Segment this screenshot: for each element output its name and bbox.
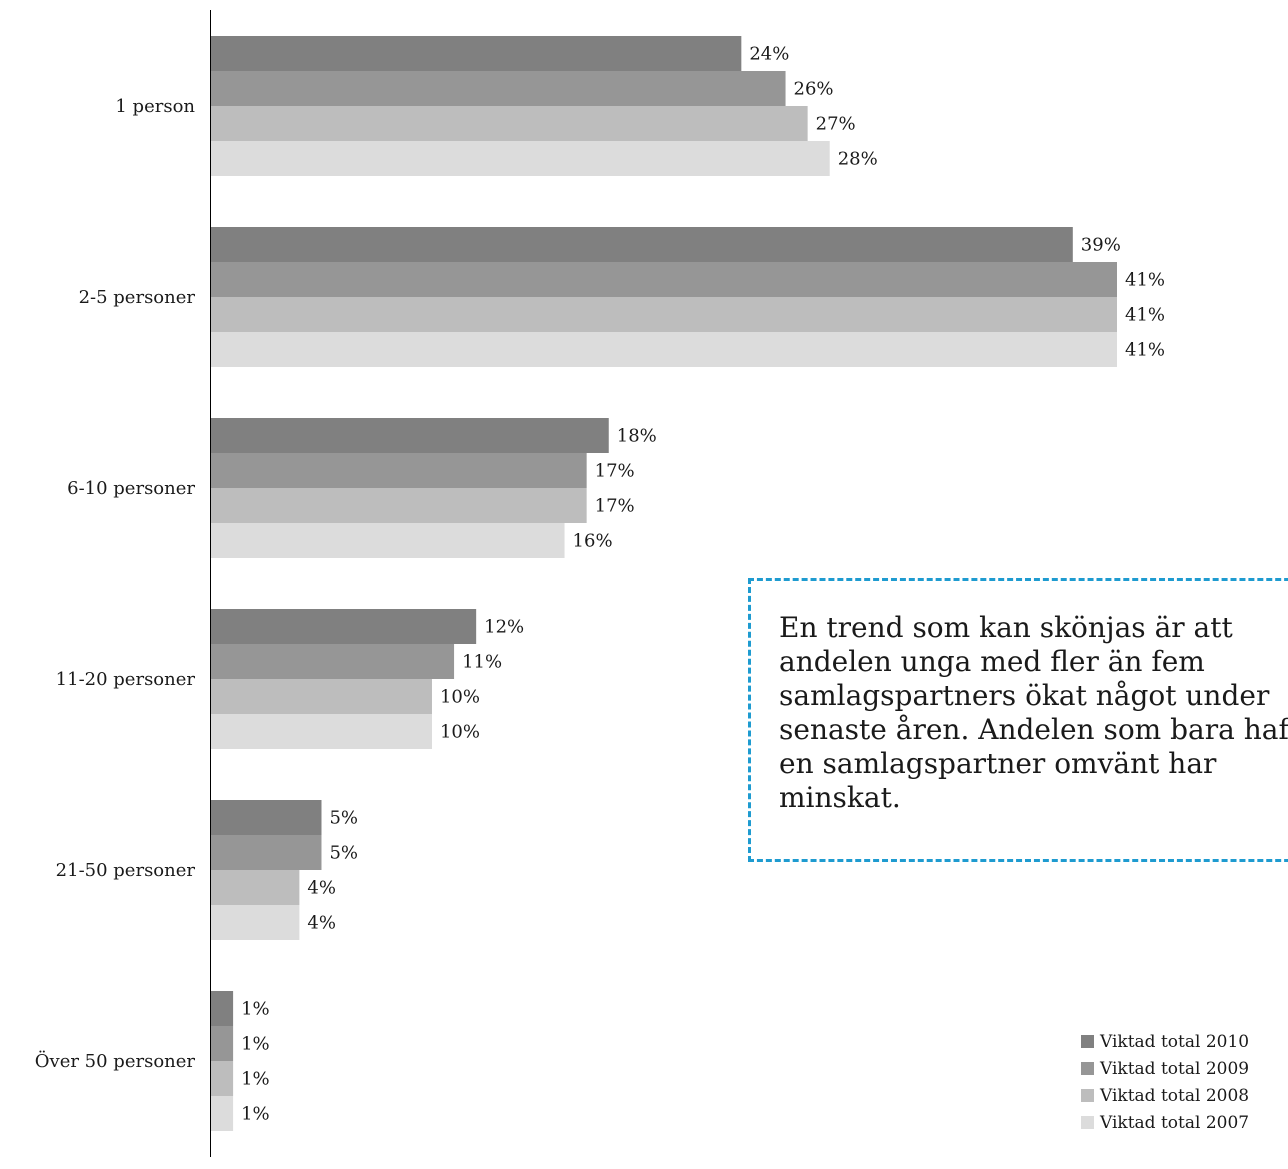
bar bbox=[211, 71, 786, 106]
data-label: 5% bbox=[329, 843, 358, 864]
bar bbox=[211, 227, 1073, 262]
bars bbox=[211, 36, 1117, 1131]
category-labels: 1 person 2-5 personer 6-10 personer 11-20 p… bbox=[35, 96, 196, 1072]
data-label: 17% bbox=[595, 461, 635, 482]
legend-swatch bbox=[1081, 1116, 1094, 1129]
data-label: 41% bbox=[1125, 340, 1165, 361]
category-label: 11-20 personer bbox=[56, 669, 196, 690]
data-label: 11% bbox=[462, 652, 502, 673]
data-label: 10% bbox=[440, 722, 480, 743]
bar bbox=[211, 679, 432, 714]
data-label: 24% bbox=[749, 44, 789, 65]
data-label: 17% bbox=[595, 496, 635, 517]
legend-swatch bbox=[1081, 1089, 1094, 1102]
data-label: 10% bbox=[440, 687, 480, 708]
bar bbox=[211, 141, 830, 176]
category-label: Över 50 personer bbox=[35, 1049, 196, 1072]
bar bbox=[211, 297, 1117, 332]
data-label: 41% bbox=[1125, 270, 1165, 291]
value-labels: 24%26%27%28%39%41%41%41%18%17%17%16%12%1… bbox=[241, 44, 1165, 1125]
legend-label: Viktad total 2010 bbox=[1100, 1031, 1250, 1052]
data-label: 1% bbox=[241, 1034, 270, 1055]
legend-swatch bbox=[1081, 1062, 1094, 1075]
bar bbox=[211, 418, 609, 453]
data-label: 5% bbox=[329, 808, 358, 829]
bar bbox=[211, 453, 587, 488]
data-label: 18% bbox=[617, 426, 657, 447]
bar bbox=[211, 1096, 234, 1131]
bar bbox=[211, 106, 808, 141]
category-label: 6-10 personer bbox=[67, 478, 195, 499]
data-label: 4% bbox=[307, 913, 336, 934]
legend: Viktad total 2010 Viktad total 2009 Viktad… bbox=[1081, 1028, 1249, 1136]
bar bbox=[211, 991, 234, 1026]
bar bbox=[211, 1061, 234, 1096]
bar bbox=[211, 870, 300, 905]
data-label: 28% bbox=[838, 149, 878, 170]
bar bbox=[211, 905, 300, 940]
bar bbox=[211, 714, 432, 749]
legend-label: Viktad total 2007 bbox=[1100, 1112, 1250, 1133]
legend-label: Viktad total 2009 bbox=[1100, 1058, 1250, 1079]
annotation-callout: En trend som kan skönjas är att andelen … bbox=[748, 578, 1288, 862]
data-label: 39% bbox=[1081, 235, 1121, 256]
bar bbox=[211, 644, 455, 679]
bar bbox=[211, 523, 565, 558]
bar bbox=[211, 835, 322, 870]
category-label: 1 person bbox=[115, 96, 195, 117]
bar bbox=[211, 262, 1117, 297]
legend-item: Viktad total 2007 bbox=[1081, 1109, 1249, 1136]
bar bbox=[211, 488, 587, 523]
data-label: 1% bbox=[241, 999, 270, 1020]
data-label: 1% bbox=[241, 1069, 270, 1090]
data-label: 16% bbox=[573, 531, 613, 552]
bar bbox=[211, 800, 322, 835]
legend-label: Viktad total 2008 bbox=[1100, 1085, 1250, 1106]
legend-item: Viktad total 2009 bbox=[1081, 1055, 1249, 1082]
data-label: 1% bbox=[241, 1104, 270, 1125]
category-label: 21-50 personer bbox=[56, 860, 196, 881]
bar bbox=[211, 36, 742, 71]
bar bbox=[211, 332, 1117, 367]
data-label: 4% bbox=[307, 878, 336, 899]
data-label: 26% bbox=[794, 79, 834, 100]
legend-item: Viktad total 2010 bbox=[1081, 1028, 1249, 1055]
data-label: 27% bbox=[816, 114, 856, 135]
bar bbox=[211, 1026, 234, 1061]
data-label: 41% bbox=[1125, 305, 1165, 326]
annotation-text: En trend som kan skönjas är att andelen … bbox=[779, 611, 1288, 814]
legend-item: Viktad total 2008 bbox=[1081, 1082, 1249, 1109]
legend-swatch bbox=[1081, 1035, 1094, 1048]
category-label: 2-5 personer bbox=[79, 287, 196, 308]
bar bbox=[211, 609, 477, 644]
data-label: 12% bbox=[484, 617, 524, 638]
